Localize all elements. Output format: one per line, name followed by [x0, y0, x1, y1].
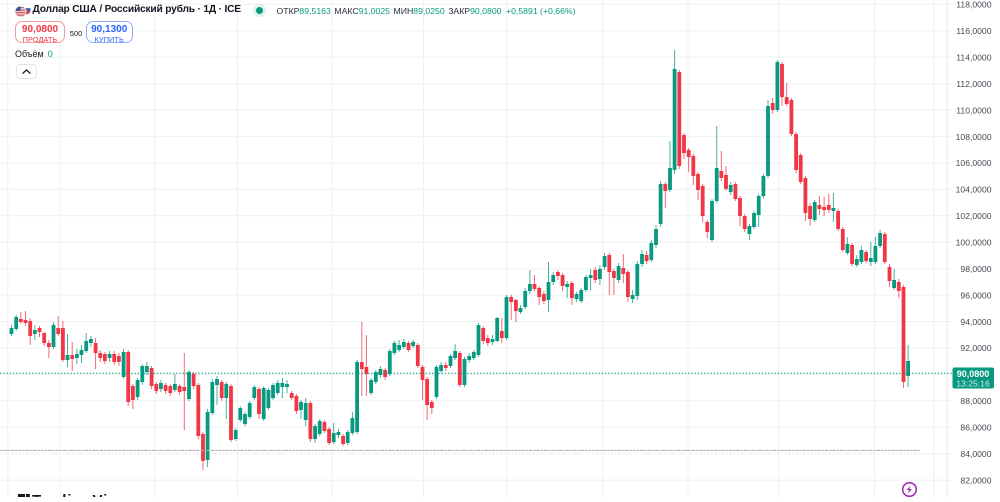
svg-text:90,0800: 90,0800	[957, 369, 990, 379]
svg-text:92,0000: 92,0000	[960, 343, 991, 353]
svg-text:118,0000: 118,0000	[956, 0, 991, 10]
svg-text:104,0000: 104,0000	[956, 185, 992, 195]
svg-text:82,0000: 82,0000	[960, 475, 991, 485]
svg-text:13:25:16: 13:25:16	[956, 379, 990, 389]
svg-text:98,0000: 98,0000	[960, 264, 991, 274]
svg-text:84,0000: 84,0000	[960, 449, 991, 459]
svg-text:100,0000: 100,0000	[956, 238, 992, 248]
svg-text:114,0000: 114,0000	[956, 53, 991, 63]
svg-text:96,0000: 96,0000	[960, 290, 991, 300]
svg-text:86,0000: 86,0000	[960, 423, 991, 433]
svg-text:TradingView: TradingView	[32, 492, 130, 497]
svg-text:102,0000: 102,0000	[956, 211, 992, 221]
svg-text:112,0000: 112,0000	[956, 79, 991, 89]
svg-text:88,0000: 88,0000	[960, 396, 991, 406]
svg-text:110,0000: 110,0000	[956, 105, 991, 115]
svg-text:106,0000: 106,0000	[956, 158, 992, 168]
svg-text:116,0000: 116,0000	[956, 26, 991, 36]
svg-text:94,0000: 94,0000	[960, 317, 991, 327]
svg-text:108,0000: 108,0000	[956, 132, 992, 142]
